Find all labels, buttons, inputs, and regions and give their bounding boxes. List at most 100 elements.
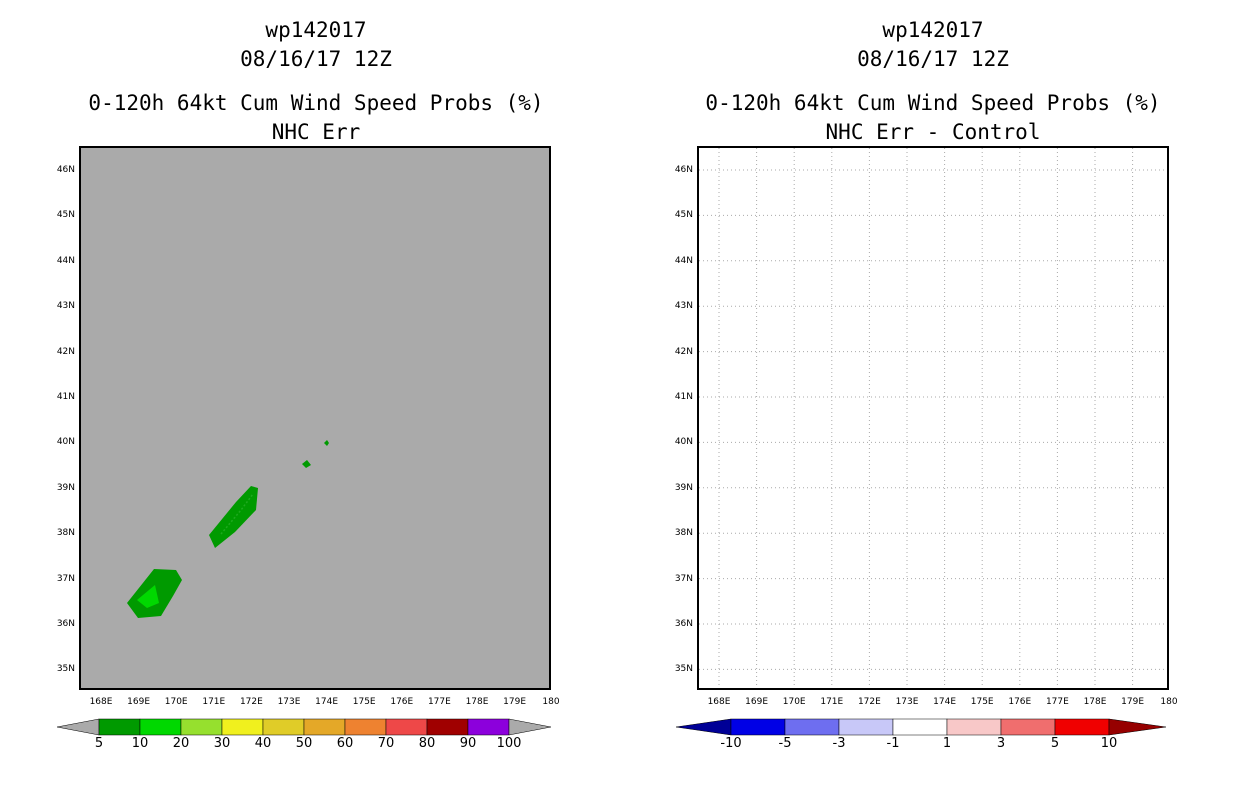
colorbar-label: 60	[336, 736, 354, 751]
colorbar-swatch	[946, 718, 1002, 736]
right-product-subtitle: NHC Err - Control	[825, 120, 1041, 144]
colorbar-swatch	[467, 718, 510, 736]
colorbar-label: -10	[720, 736, 742, 751]
colorbar-swatch	[730, 718, 786, 736]
left-date-time: 08/16/17 12Z	[240, 47, 392, 71]
colorbar-swatch	[303, 718, 346, 736]
colorbar-label: 5	[94, 736, 104, 751]
right-storm-id: wp142017	[882, 18, 984, 42]
lon-label: 171E	[202, 697, 226, 707]
colorbar-label: 80	[418, 736, 436, 751]
lat-label: 37N	[674, 573, 693, 584]
lon-label: 172E	[857, 697, 881, 707]
colorbar-swatch	[892, 718, 948, 736]
lon-label: 177E	[427, 697, 451, 707]
lat-label: 44N	[56, 255, 75, 266]
colorbar-label: 100	[496, 736, 522, 751]
colorbar-swatch	[784, 718, 840, 736]
lon-label: 170E	[164, 697, 188, 707]
lat-label: 41N	[56, 392, 75, 402]
colorbar-swatch	[385, 718, 428, 736]
right-grid-lines	[699, 148, 1167, 688]
colorbar-label: 40	[254, 736, 272, 751]
lon-label: 173E	[277, 697, 301, 707]
lon-label: 177E	[1045, 697, 1069, 707]
lat-label: 44N	[674, 255, 693, 266]
lat-label: 35N	[56, 664, 75, 675]
colorbar-label: -3	[832, 736, 846, 751]
lon-label: 179E	[1121, 697, 1145, 707]
lon-label: 168E	[707, 697, 731, 707]
prob-region-spot-2	[324, 440, 329, 446]
colorbar-swatch	[221, 718, 264, 736]
right-product-title: 0-120h 64kt Cum Wind Speed Probs (%)	[705, 91, 1161, 115]
lon-label: 173E	[895, 697, 919, 707]
colorbar-swatch	[1000, 718, 1056, 736]
lon-label: 178E	[465, 697, 489, 707]
left-product-title: 0-120h 64kt Cum Wind Speed Probs (%)	[88, 91, 544, 115]
lat-label: 38N	[56, 528, 75, 539]
lat-label: 36N	[56, 619, 75, 629]
lon-label: 169E	[745, 697, 769, 707]
colorbar-label: 90	[459, 736, 477, 751]
lon-label: 175E	[970, 697, 994, 707]
colorbar-label: 70	[377, 736, 395, 751]
lat-label: 39N	[56, 482, 75, 493]
lat-label: 43N	[674, 301, 693, 312]
lon-label: 179E	[503, 697, 527, 707]
colorbar-swatch	[98, 718, 141, 736]
lon-label: 180	[1160, 697, 1178, 707]
colorbar-label: 10	[131, 736, 149, 751]
colorbar-high-arrow	[1108, 718, 1167, 736]
lon-label: 174E	[933, 697, 957, 707]
colorbar-swatch	[180, 718, 223, 736]
lon-label: 174E	[315, 697, 339, 707]
lat-label: 36N	[674, 619, 693, 629]
lat-label: 46N	[56, 165, 75, 175]
colorbar-label: 50	[295, 736, 313, 751]
lon-label: 170E	[782, 697, 806, 707]
lat-label: 41N	[674, 392, 693, 402]
lon-label: 176E	[1008, 697, 1032, 707]
lat-label: 35N	[674, 664, 693, 675]
lat-label: 40N	[674, 437, 693, 448]
lat-label: 45N	[674, 210, 693, 221]
lon-label: 176E	[390, 697, 414, 707]
lat-label: 39N	[674, 482, 693, 493]
colorbar-low-arrow	[56, 718, 100, 736]
lon-label: 168E	[89, 697, 113, 707]
colorbar-label: 5	[1050, 736, 1060, 751]
lat-label: 46N	[674, 165, 693, 175]
colorbar-swatch	[1054, 718, 1110, 736]
lat-label: 43N	[56, 301, 75, 312]
colorbar-label: 3	[996, 736, 1006, 751]
lat-label: 42N	[674, 346, 693, 357]
lon-label: 178E	[1083, 697, 1107, 707]
prob-region-5-10-center	[209, 486, 258, 548]
left-storm-id: wp142017	[265, 18, 367, 42]
colorbar-label: 20	[172, 736, 190, 751]
right-date-time: 08/16/17 12Z	[857, 47, 1009, 71]
colorbar-swatch	[262, 718, 305, 736]
left-map-panel	[79, 146, 551, 690]
colorbar-label: 30	[213, 736, 231, 751]
lon-label: 180	[542, 697, 560, 707]
left-product-subtitle: NHC Err	[271, 120, 361, 144]
right-map-panel	[697, 146, 1169, 690]
colorbar-label: 1	[942, 736, 952, 751]
colorbar-label: -1	[886, 736, 900, 751]
lat-label: 42N	[56, 346, 75, 357]
lat-label: 40N	[56, 437, 75, 448]
colorbar-label: -5	[778, 736, 792, 751]
colorbar-label: 10	[1100, 736, 1118, 751]
lon-label: 172E	[239, 697, 263, 707]
prob-region-spot-1	[302, 460, 311, 468]
lon-label: 175E	[352, 697, 376, 707]
lon-label: 169E	[127, 697, 151, 707]
colorbar-low-arrow	[675, 718, 732, 736]
lat-label: 37N	[56, 573, 75, 584]
prob-region-10-20-sw	[137, 585, 159, 608]
left-colorbar	[56, 718, 552, 736]
lat-label: 45N	[56, 210, 75, 221]
lon-label: 171E	[820, 697, 844, 707]
